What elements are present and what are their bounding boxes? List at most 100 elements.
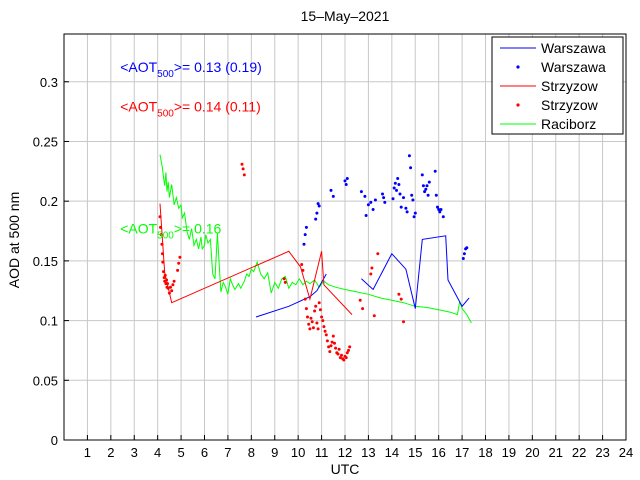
warszawa-dots-point [427,180,431,184]
x-tick-label: 10 [291,445,305,460]
x-tick-label: 24 [619,445,633,460]
y-tick-label: 0.05 [33,373,58,388]
y-tick-label: 0.15 [33,254,58,269]
warszawa-dots-point [402,196,405,200]
strzyzow-dots-point [242,173,246,177]
x-tick-label: 21 [549,445,563,460]
warszawa-dots-point [393,181,397,185]
series-group [158,154,472,362]
strzyzow-dots-point [177,261,181,265]
aot-annotation: <AOT500>= 0.16 [120,220,221,241]
warszawa-dots-point [398,192,402,196]
legend-swatch-dot [516,65,520,69]
warszawa-dots-point [392,186,396,190]
x-axis-label: UTC [331,461,360,477]
strzyzow-dots-point [369,272,373,276]
warszawa-dots-point [343,179,347,183]
x-tick-label: 20 [525,445,539,460]
warszawa-dots-point [396,177,400,180]
warszawa-dots-point [359,190,363,194]
legend-label: Warszawa [541,59,606,75]
strzyzow-dots-point [323,329,327,333]
warszawa-dots-point [382,196,386,200]
strzyzow-dots-point [328,350,332,354]
warszawa-dots-point [413,211,417,215]
strzyzow-dots-point [334,346,338,350]
strzyzow-dots-point [160,242,164,246]
strzyzow-dots-point [282,277,286,281]
warszawa-dots-point [302,242,306,246]
warszawa-dots-point [436,205,439,209]
warszawa-dots-point [369,200,373,204]
x-tick-label: 5 [177,445,184,460]
x-tick-label: 22 [572,445,586,460]
warszawa-dots-point [433,169,437,173]
warszawa-dots-point [373,198,377,202]
y-axis-label: AOD at 500 nm [6,192,22,289]
strzyzow-dots-point [304,307,308,311]
warszawa-dots-point [425,184,429,188]
x-tick-label: 15 [408,445,422,460]
warszawa-dots-point [423,190,427,194]
warszawa-dots-point [331,194,335,198]
x-tick-label: 2 [107,445,114,460]
strzyzow-dots-point [320,315,324,319]
y-tick-label: 0.1 [40,314,58,329]
legend-label: Warszawa [541,40,606,56]
strzyzow-dots-point [301,268,305,272]
strzyzow-dots-point [158,215,162,219]
strzyzow-dots-point [163,273,167,277]
strzyzow-dots-point [327,345,331,349]
warszawa-dots-point [424,187,428,191]
y-tick-label: 0 [51,433,58,448]
warszawa-dots-point [304,225,308,229]
warszawa-dots-point [404,206,408,210]
x-tick-label: 14 [385,445,399,460]
legend-label: Raciborz [541,116,596,132]
x-tick-label: 16 [431,445,445,460]
warszawa-dots-point [426,193,430,197]
warszawa-dots-point [434,193,438,197]
strzyzow-dots-point [169,285,172,289]
legend-label: Strzyzow [541,97,599,113]
x-tick-label: 3 [131,445,138,460]
warszawa-dots-point [363,194,367,198]
strzyzow-dots-point [314,304,318,308]
strzyzow-dots-point [333,341,336,345]
strzyzow-dots-point [308,327,312,331]
warszawa-dots-point [461,257,465,260]
strzyzow-dots-point [342,358,346,362]
warszawa-dots-point [437,208,441,211]
x-tick-label: 6 [201,445,208,460]
strzyzow-dots-point [321,319,325,323]
aot-annotation: <AOT500>= 0.13 (0.19) [120,59,262,80]
x-tick-label: 23 [595,445,609,460]
warszawa-dots-point [364,214,368,217]
strzyzow-dots-point [317,301,321,305]
x-tick-label: 19 [502,445,516,460]
strzyzow-dots-point [345,351,349,355]
strzyzow-dots-point [361,307,365,311]
strzyzow-dots-point [402,320,405,324]
strzyzow-dots-point [160,252,164,256]
strzyzow-dots-point [311,326,315,330]
strzyzow-dots-point [167,291,171,295]
strzyzow-dots-point [336,352,340,356]
annotations: <AOT500>= 0.13 (0.19) <AOT500>= 0.14 (0.1… [120,59,262,241]
warszawa-dots-point [381,192,384,196]
warszawa-dots-point [317,204,321,208]
strzyzow-dots-point [340,353,343,357]
strzyzow-dots-point [331,334,335,338]
aot-annotation: <AOT500>= 0.14 (0.11) [120,99,261,120]
strzyzow-dots-point [241,167,245,171]
strzyzow-dots-point [171,283,175,287]
strzyzow-dots-point [310,320,314,324]
strzyzow-dots-point [166,282,169,286]
strzyzow-dots-point [162,276,166,280]
x-tick-label: 9 [271,445,278,460]
warszawa-dots-point [303,233,307,237]
y-tick-label: 0.3 [40,75,58,90]
grid [64,34,627,440]
strzyzow-dots-point [240,162,244,166]
